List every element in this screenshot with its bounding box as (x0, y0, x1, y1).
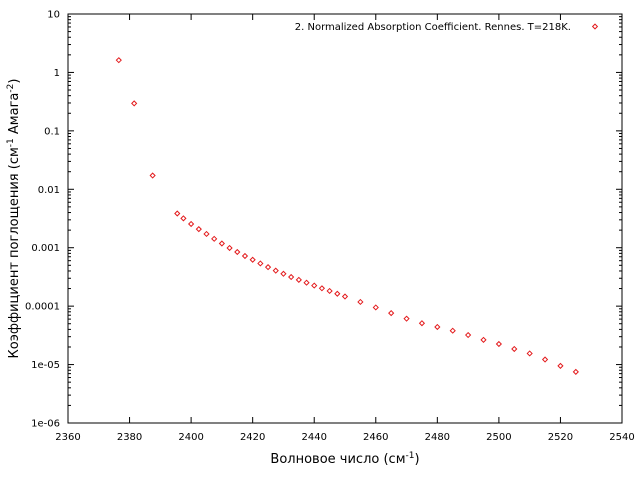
data-point (234, 248, 241, 256)
y-tick-label: 0.0001 (25, 302, 60, 313)
x-axis-label-text: Волновое число (см (270, 452, 405, 467)
y-axis-label-text: Коэффициент поглощения (см (7, 147, 22, 358)
data-point (131, 100, 138, 107)
y-axis-label: Коэффициент поглощения (см-1 Амага-2) (6, 79, 22, 359)
data-point (295, 276, 302, 283)
y-tick-label: 0.01 (38, 185, 60, 196)
data-point (311, 282, 318, 289)
data-point (388, 309, 395, 317)
data-points (115, 57, 579, 375)
data-point (541, 356, 549, 363)
x-tick-label: 2380 (117, 432, 142, 443)
y-tick-label: 10 (47, 10, 60, 21)
y-axis-label-sup1: -1 (6, 138, 16, 147)
data-point (372, 304, 379, 311)
y-axis-label-tail: ) (7, 79, 22, 84)
data-point (195, 226, 202, 233)
data-point (188, 220, 195, 228)
data-point (526, 350, 533, 357)
x-tick-label: 2360 (55, 432, 80, 443)
x-axis-label-tail: ) (414, 452, 419, 467)
data-point (465, 331, 472, 339)
data-point (403, 315, 410, 322)
data-point (249, 256, 256, 263)
data-point (218, 240, 225, 247)
x-axis-label-sup: -1 (406, 451, 415, 461)
x-tick-label: 2400 (178, 432, 203, 443)
data-point (264, 264, 272, 271)
x-tick-label: 2460 (363, 432, 388, 443)
data-point (115, 57, 122, 64)
y-tick-label: 0.1 (44, 126, 60, 137)
y-tick-label: 1e-05 (31, 360, 60, 371)
data-point (334, 290, 341, 297)
data-point (511, 345, 518, 353)
data-point (303, 279, 310, 286)
data-point (257, 260, 264, 267)
data-point (418, 320, 426, 327)
data-point (280, 270, 287, 277)
data-point (211, 235, 218, 242)
data-point (288, 273, 295, 281)
y-axis-label-mid: Амага (7, 93, 22, 139)
legend: 2. Normalized Absorption Coefficient. Re… (295, 22, 599, 33)
x-tick-label: 2440 (301, 432, 326, 443)
data-point (480, 336, 487, 343)
x-tick-label: 2520 (548, 432, 573, 443)
y-tick-label: 0.001 (31, 243, 60, 254)
x-tick-label: 2500 (486, 432, 511, 443)
x-tick-label: 2480 (425, 432, 450, 443)
data-point (557, 362, 564, 369)
x-axis-label: Волновое число (см-1) (270, 451, 419, 467)
legend-marker (591, 23, 599, 30)
y-tick-label: 1 (54, 68, 60, 79)
data-point (180, 215, 187, 222)
legend-label: 2. Normalized Absorption Coefficient. Re… (295, 22, 571, 33)
data-point (449, 327, 456, 334)
data-point (434, 323, 441, 331)
x-tick-label: 2540 (609, 432, 634, 443)
x-tick-label: 2420 (240, 432, 265, 443)
ticks: 2360 2380 2400 2420 2440 2460 2480 2500 2520 2540… (25, 10, 635, 444)
data-point (272, 267, 279, 274)
data-point (357, 298, 364, 306)
y-tick-label: 1e-06 (31, 419, 60, 430)
y-axis-label-sup2: -2 (6, 84, 16, 93)
axes (67, 13, 623, 424)
data-point (226, 244, 233, 252)
data-point (203, 230, 210, 238)
data-point (149, 172, 156, 179)
data-point (326, 287, 333, 295)
plot-frame (67, 13, 623, 424)
data-point (241, 252, 249, 260)
data-point (318, 285, 326, 292)
data-point (174, 210, 181, 217)
data-point (572, 368, 579, 375)
data-point (495, 340, 502, 348)
data-point (341, 293, 349, 300)
